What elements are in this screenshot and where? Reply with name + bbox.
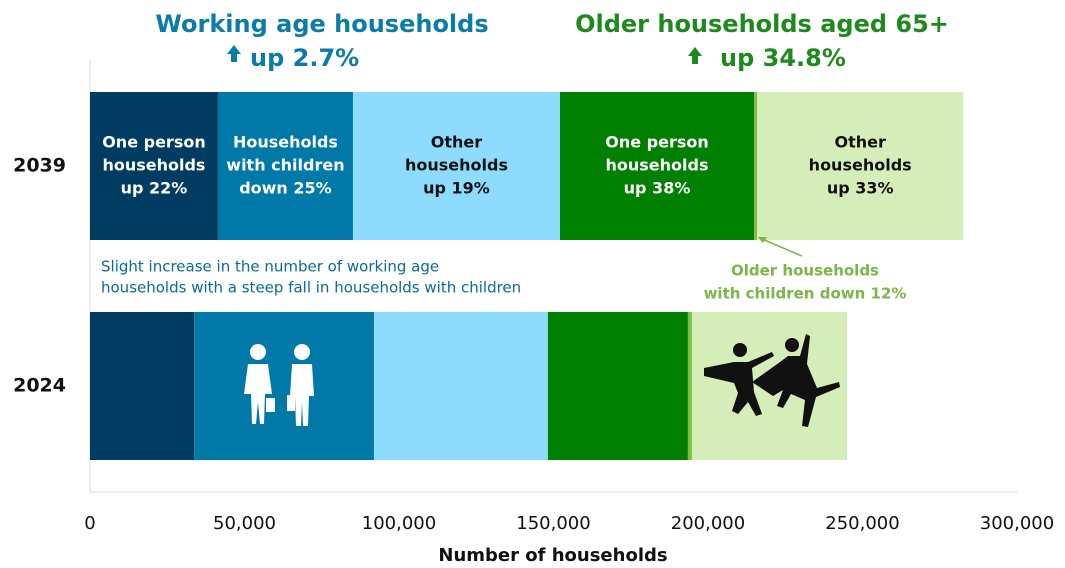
annotation: Older households (731, 262, 879, 280)
annotation-arrowhead (758, 237, 767, 243)
segment-label: down 25% (239, 179, 331, 198)
up-arrow (688, 47, 702, 64)
group-title: Older households aged 65+ (575, 10, 949, 38)
segment-label: up 33% (827, 179, 894, 198)
x-tick-label: 300,000 (980, 513, 1054, 534)
segment-label: up 19% (423, 179, 490, 198)
bar-segment (687, 312, 692, 460)
segment-label: households (405, 156, 508, 175)
x-axis-title: Number of households (438, 545, 667, 566)
bar-segment (754, 92, 758, 240)
x-tick-label: 200,000 (671, 513, 745, 534)
x-tick-label: 0 (84, 513, 95, 534)
up-arrow (227, 45, 241, 62)
bar-segment (90, 312, 195, 460)
y-tick-label: 2024 (13, 375, 66, 397)
segment-label: households (102, 156, 205, 175)
x-tick-label: 150,000 (516, 513, 590, 534)
group-title: Working age households (155, 10, 488, 38)
bar-segment (547, 312, 688, 460)
annotation: Slight increase in the number of working… (101, 258, 439, 276)
segment-label: households (606, 156, 709, 175)
people-icon (244, 344, 314, 426)
segment-label: Other (431, 133, 482, 152)
bar-segment (757, 92, 964, 240)
annotation: households with a steep fall in househol… (101, 279, 521, 297)
group-change: up 2.7% (250, 44, 359, 72)
annotation: with children down 12% (704, 285, 907, 303)
y-tick-label: 2039 (13, 155, 66, 177)
bar-segment (373, 312, 548, 460)
segment-label: households (809, 156, 912, 175)
segment-label: with children (226, 156, 344, 175)
segment-label: One person (102, 133, 206, 152)
segment-label: Other (834, 133, 885, 152)
bar-segment (217, 92, 353, 240)
bar-segment (194, 312, 374, 460)
x-tick-label: 100,000 (362, 513, 436, 534)
segment-label: Households (233, 133, 338, 152)
segment-label: up 22% (121, 179, 188, 198)
group-change: up 34.8% (720, 44, 846, 72)
bar-segment (352, 92, 560, 240)
dancers-icon (704, 334, 840, 427)
x-tick-label: 250,000 (825, 513, 899, 534)
bar-segment (90, 92, 218, 240)
x-tick-label: 50,000 (213, 513, 276, 534)
annotation-arrow (761, 238, 803, 257)
segment-label: One person (605, 133, 709, 152)
segment-label: up 38% (624, 179, 691, 198)
bar-segment (559, 92, 755, 240)
